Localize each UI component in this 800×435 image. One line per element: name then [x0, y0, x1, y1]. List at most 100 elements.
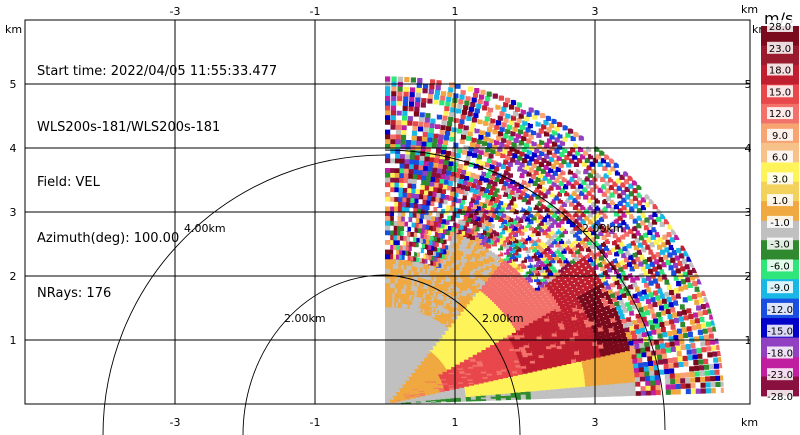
velocity-gate	[568, 320, 574, 326]
velocity-gate	[533, 262, 539, 268]
velocity-gate	[552, 226, 558, 232]
velocity-gate	[595, 219, 601, 226]
velocity-gate	[446, 225, 452, 231]
velocity-gate	[677, 356, 683, 362]
velocity-gate	[483, 259, 489, 265]
velocity-gate	[583, 347, 589, 353]
velocity-gate	[621, 252, 627, 259]
velocity-gate	[515, 221, 521, 227]
velocity-gate	[475, 184, 481, 190]
velocity-gate	[594, 376, 600, 382]
velocity-gate	[544, 327, 550, 333]
velocity-gate	[421, 219, 427, 225]
velocity-gate	[418, 160, 424, 166]
velocity-gate	[431, 113, 437, 119]
velocity-gate	[387, 263, 393, 269]
velocity-gate	[582, 327, 588, 333]
velocity-gate	[569, 350, 575, 357]
velocity-gate	[624, 345, 630, 352]
velocity-gate	[619, 328, 625, 334]
velocity-gate	[589, 187, 596, 193]
velocity-gate	[532, 234, 538, 240]
velocity-gate	[462, 241, 468, 248]
velocity-gate	[532, 247, 538, 253]
velocity-gate	[528, 195, 534, 201]
velocity-gate	[604, 346, 610, 352]
velocity-gate	[589, 333, 595, 339]
velocity-gate	[506, 193, 513, 200]
velocity-gate	[529, 156, 535, 162]
velocity-gate	[544, 182, 550, 188]
velocity-gate	[484, 231, 490, 237]
velocity-gate	[535, 249, 541, 255]
velocity-gate	[565, 382, 571, 389]
velocity-gate	[388, 220, 394, 226]
velocity-gate	[545, 226, 551, 232]
velocity-gate	[480, 223, 486, 229]
velocity-gate	[539, 233, 545, 239]
velocity-gate	[687, 355, 693, 361]
velocity-gate	[604, 328, 610, 334]
velocity-gate	[518, 224, 524, 230]
velocity-gate	[429, 255, 435, 261]
velocity-gate	[453, 259, 459, 265]
velocity-gate	[396, 119, 402, 125]
velocity-gate	[412, 173, 418, 180]
velocity-gate	[436, 232, 442, 238]
velocity-gate	[430, 118, 436, 124]
velocity-gate	[532, 198, 538, 204]
velocity-gate	[415, 262, 421, 268]
velocity-gate	[548, 156, 555, 162]
velocity-gate	[598, 230, 604, 236]
velocity-gate	[631, 259, 637, 265]
velocity-gate	[573, 211, 579, 218]
velocity-gate	[557, 282, 563, 288]
velocity-gate	[489, 245, 495, 251]
velocity-gate	[662, 286, 668, 292]
velocity-gate	[571, 252, 577, 258]
velocity-gate	[436, 143, 442, 149]
velocity-gate	[565, 325, 571, 331]
velocity-gate	[579, 239, 585, 245]
velocity-gate	[562, 264, 568, 270]
velocity-gate	[414, 237, 420, 243]
velocity-gate	[532, 240, 538, 246]
velocity-gate	[454, 202, 460, 208]
velocity-gate	[605, 256, 611, 262]
velocity-gate	[551, 300, 557, 306]
velocity-gate	[650, 380, 656, 386]
velocity-gate	[657, 288, 663, 294]
velocity-gate	[558, 291, 564, 298]
velocity-gate	[440, 188, 446, 194]
velocity-gate	[406, 134, 412, 140]
velocity-gate	[550, 381, 556, 387]
velocity-gate	[425, 259, 431, 265]
velocity-gate	[393, 196, 399, 202]
velocity-gate	[607, 298, 613, 304]
velocity-gate	[408, 251, 415, 257]
velocity-gate	[645, 380, 651, 386]
velocity-gate	[549, 229, 555, 235]
velocity-gate	[401, 120, 407, 126]
velocity-gate	[391, 235, 397, 241]
velocity-gate	[605, 387, 611, 393]
velocity-gate	[459, 261, 465, 268]
velocity-gate	[411, 207, 418, 213]
velocity-gate	[578, 183, 584, 189]
velocity-gate	[485, 131, 491, 137]
velocity-gate	[422, 214, 428, 220]
velocity-gate	[533, 170, 539, 176]
velocity-gate	[646, 330, 652, 336]
velocity-gate	[433, 231, 439, 237]
velocity-gate	[390, 119, 396, 125]
velocity-gate	[467, 239, 473, 245]
velocity-gate	[401, 264, 407, 270]
velocity-gate	[401, 230, 408, 236]
velocity-gate	[674, 373, 680, 379]
velocity-gate	[547, 178, 553, 184]
velocity-gate	[598, 272, 604, 278]
velocity-gate	[615, 387, 621, 393]
velocity-gate	[482, 241, 488, 247]
velocity-gate	[610, 349, 616, 355]
velocity-gate	[504, 144, 510, 150]
